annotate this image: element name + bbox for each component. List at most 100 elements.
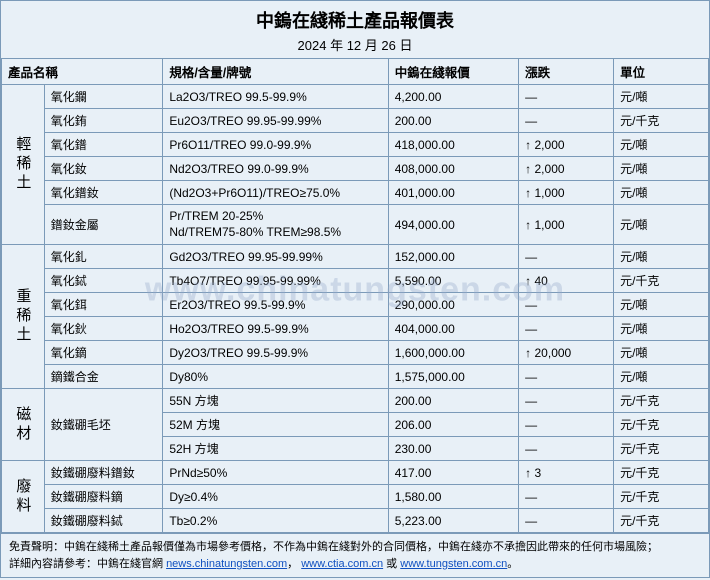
table-title: 中鎢在綫稀土產品報價表 xyxy=(1,1,709,35)
product-name: 氧化鈥 xyxy=(44,317,163,341)
product-name: 釹鐵硼廢料鏑 xyxy=(44,485,163,509)
product-name: 氧化鐠釹 xyxy=(44,181,163,205)
disclaimer: 免責聲明：中鎢在綫稀土產品報價僅為市場參考價格，不作為中鎢在綫對外的合同價格，中… xyxy=(1,533,709,577)
product-price: 1,580.00 xyxy=(388,485,518,509)
table-row: 廢料釹鐵硼廢料鐠釹PrNd≥50%417.00↑ 3元/千克 xyxy=(2,461,709,485)
category-cell: 重稀土 xyxy=(2,245,45,389)
disclaimer-line1: 免責聲明：中鎢在綫稀土產品報價僅為市場參考價格，不作為中鎢在綫對外的合同價格，中… xyxy=(9,541,658,553)
table-row: 釹鐵硼廢料鏑Dy≥0.4%1,580.00—元/千克 xyxy=(2,485,709,509)
product-change: — xyxy=(519,317,614,341)
table-row: 氧化鋱Tb4O7/TREO 99.95-99.99%5,590.00↑ 40元/… xyxy=(2,269,709,293)
product-unit: 元/噸 xyxy=(614,133,709,157)
product-change: — xyxy=(519,245,614,269)
product-unit: 元/噸 xyxy=(614,317,709,341)
product-change: ↑ 20,000 xyxy=(519,341,614,365)
product-spec: Pr/TREM 20-25%Nd/TREM75-80% TREM≥98.5% xyxy=(163,205,388,245)
table-row: 磁材釹鐵硼毛坯55N 方塊200.00—元/千克 xyxy=(2,389,709,413)
product-spec: Er2O3/TREO 99.5-99.9% xyxy=(163,293,388,317)
product-price: 494,000.00 xyxy=(388,205,518,245)
product-price: 4,200.00 xyxy=(388,85,518,109)
product-change: — xyxy=(519,365,614,389)
product-spec: La2O3/TREO 99.5-99.9% xyxy=(163,85,388,109)
product-spec: Dy≥0.4% xyxy=(163,485,388,509)
product-unit: 元/千克 xyxy=(614,109,709,133)
product-change: ↑ 40 xyxy=(519,269,614,293)
product-unit: 元/千克 xyxy=(614,509,709,533)
product-price: 408,000.00 xyxy=(388,157,518,181)
product-name: 鐠釹金屬 xyxy=(44,205,163,245)
product-spec: Dy80% xyxy=(163,365,388,389)
product-unit: 元/噸 xyxy=(614,205,709,245)
disclaimer-line2-prefix: 詳細內容請參考：中鎢在綫官網 xyxy=(9,558,166,570)
product-name: 氧化鏑 xyxy=(44,341,163,365)
product-name: 氧化釓 xyxy=(44,245,163,269)
product-spec: 52M 方塊 xyxy=(163,413,388,437)
product-price: 1,575,000.00 xyxy=(388,365,518,389)
product-change: ↑ 3 xyxy=(519,461,614,485)
table-row: 鏑鐵合金Dy80%1,575,000.00—元/噸 xyxy=(2,365,709,389)
header-name: 產品名稱 xyxy=(2,59,163,85)
product-name: 釹鐵硼廢料鋱 xyxy=(44,509,163,533)
footer-link-1[interactable]: news.chinatungsten.com xyxy=(166,558,287,570)
product-change: — xyxy=(519,437,614,461)
product-change: — xyxy=(519,389,614,413)
product-price: 1,600,000.00 xyxy=(388,341,518,365)
product-unit: 元/噸 xyxy=(614,341,709,365)
product-change: ↑ 2,000 xyxy=(519,157,614,181)
table-row: 鐠釹金屬Pr/TREM 20-25%Nd/TREM75-80% TREM≥98.… xyxy=(2,205,709,245)
product-spec: Gd2O3/TREO 99.95-99.99% xyxy=(163,245,388,269)
category-cell: 廢料 xyxy=(2,461,45,533)
header-spec: 規格/含量/牌號 xyxy=(163,59,388,85)
product-spec: Dy2O3/TREO 99.5-99.9% xyxy=(163,341,388,365)
category-cell: 磁材 xyxy=(2,389,45,461)
table-row: 氧化鏑Dy2O3/TREO 99.5-99.9%1,600,000.00↑ 20… xyxy=(2,341,709,365)
product-price: 417.00 xyxy=(388,461,518,485)
product-change: — xyxy=(519,85,614,109)
product-price: 200.00 xyxy=(388,109,518,133)
product-name: 釹鐵硼廢料鐠釹 xyxy=(44,461,163,485)
header-row: 產品名稱 規格/含量/牌號 中鎢在綫報價 漲跌 單位 xyxy=(2,59,709,85)
product-name: 鏑鐵合金 xyxy=(44,365,163,389)
product-spec: Eu2O3/TREO 99.95-99.99% xyxy=(163,109,388,133)
product-change: — xyxy=(519,293,614,317)
product-unit: 元/噸 xyxy=(614,293,709,317)
product-price: 5,223.00 xyxy=(388,509,518,533)
table-row: 重稀土氧化釓Gd2O3/TREO 99.95-99.99%152,000.00—… xyxy=(2,245,709,269)
product-name: 氧化銪 xyxy=(44,109,163,133)
product-change: ↑ 1,000 xyxy=(519,205,614,245)
product-spec: Nd2O3/TREO 99.0-99.9% xyxy=(163,157,388,181)
product-change: ↑ 2,000 xyxy=(519,133,614,157)
header-unit: 單位 xyxy=(614,59,709,85)
product-unit: 元/千克 xyxy=(614,389,709,413)
category-cell: 輕稀土 xyxy=(2,85,45,245)
price-table-container: 中鎢在綫稀土產品報價表 2024 年 12 月 26 日 產品名稱 規格/含量/… xyxy=(0,0,710,578)
product-change: — xyxy=(519,109,614,133)
product-spec: 52H 方塊 xyxy=(163,437,388,461)
product-unit: 元/千克 xyxy=(614,461,709,485)
product-price: 5,590.00 xyxy=(388,269,518,293)
product-name: 釹鐵硼毛坯 xyxy=(44,389,163,461)
product-spec: Tb4O7/TREO 99.95-99.99% xyxy=(163,269,388,293)
product-unit: 元/千克 xyxy=(614,269,709,293)
product-unit: 元/噸 xyxy=(614,181,709,205)
header-price: 中鎢在綫報價 xyxy=(388,59,518,85)
product-name: 氧化釹 xyxy=(44,157,163,181)
table-row: 氧化銪Eu2O3/TREO 99.95-99.99%200.00—元/千克 xyxy=(2,109,709,133)
product-unit: 元/噸 xyxy=(614,157,709,181)
product-unit: 元/噸 xyxy=(614,245,709,269)
product-price: 418,000.00 xyxy=(388,133,518,157)
table-row: 氧化鉺Er2O3/TREO 99.5-99.9%290,000.00—元/噸 xyxy=(2,293,709,317)
product-name: 氧化鋱 xyxy=(44,269,163,293)
table-row: 氧化釹Nd2O3/TREO 99.0-99.9%408,000.00↑ 2,00… xyxy=(2,157,709,181)
footer-link-2[interactable]: www.ctia.com.cn xyxy=(301,558,383,570)
table-row: 氧化鐠Pr6O11/TREO 99.0-99.9%418,000.00↑ 2,0… xyxy=(2,133,709,157)
footer-link-3[interactable]: www.tungsten.com.cn xyxy=(400,558,507,570)
product-change: — xyxy=(519,413,614,437)
product-unit: 元/千克 xyxy=(614,485,709,509)
product-unit: 元/噸 xyxy=(614,85,709,109)
product-price: 206.00 xyxy=(388,413,518,437)
product-spec: Pr6O11/TREO 99.0-99.9% xyxy=(163,133,388,157)
product-name: 氧化鐠 xyxy=(44,133,163,157)
table-row: 氧化鈥Ho2O3/TREO 99.5-99.9%404,000.00—元/噸 xyxy=(2,317,709,341)
product-price: 152,000.00 xyxy=(388,245,518,269)
